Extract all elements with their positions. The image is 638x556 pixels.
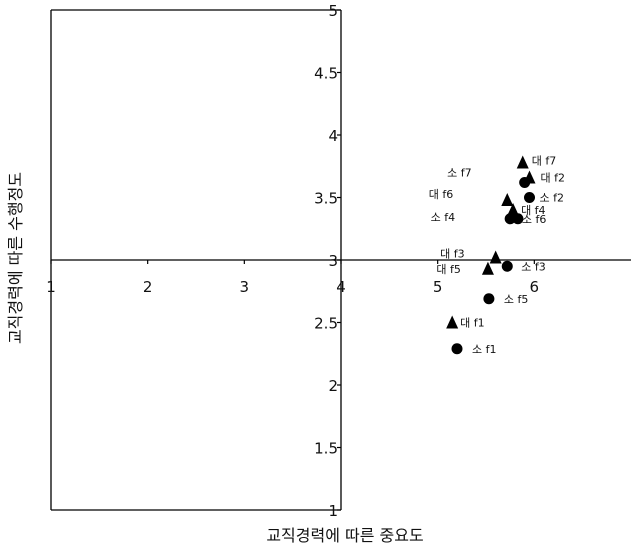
circle-marker bbox=[504, 213, 516, 225]
point-label: 대 f6 bbox=[429, 188, 454, 201]
y-tick-label: 4.5 bbox=[314, 65, 338, 83]
point-label: 대 f2 bbox=[541, 172, 566, 185]
circle-marker bbox=[483, 293, 495, 305]
y-tick-label: 5 bbox=[328, 2, 338, 20]
y-tick-label: 3.5 bbox=[314, 190, 338, 208]
x-tick-label: 6 bbox=[530, 278, 540, 296]
point-label: 대 f4 bbox=[521, 204, 546, 217]
circle-marker bbox=[451, 343, 463, 355]
x-tick-label: 3 bbox=[240, 278, 250, 296]
circle-marker bbox=[524, 192, 535, 203]
point-labels: 대 f1 대 f2 대 f3 대 f4 대 f5 대 f6 대 f7 소 f1 소 f2 소 f3… bbox=[429, 155, 565, 356]
point-label: 소 f2 bbox=[540, 192, 565, 205]
x-axis-title: 교직경력에 따른 중요도 bbox=[266, 526, 423, 545]
triangle-marker bbox=[489, 250, 502, 264]
y-tick-label: 1.5 bbox=[314, 440, 338, 458]
point-label: 소 f3 bbox=[521, 260, 546, 273]
triangle-marker bbox=[516, 155, 529, 169]
circle-marker bbox=[501, 260, 513, 272]
triangle-marker bbox=[481, 261, 494, 275]
y-tick-label: 1 bbox=[328, 502, 338, 520]
triangle-marker bbox=[507, 203, 520, 216]
triangle-marker bbox=[501, 193, 514, 206]
point-label: 대 f7 bbox=[532, 155, 557, 168]
point-label: 소 f6 bbox=[522, 213, 547, 226]
x-tick-label: 4 bbox=[336, 278, 346, 296]
point-label: 소 f4 bbox=[431, 211, 456, 224]
point-label: 대 f1 bbox=[460, 317, 485, 330]
y-tick-label: 2 bbox=[328, 377, 338, 395]
x-tick-label: 2 bbox=[143, 278, 153, 296]
y-tick-label: 3 bbox=[328, 252, 338, 270]
point-label: 대 f3 bbox=[440, 248, 465, 261]
tick-labels: 1 1.5 2 2.5 3 3.5 4 4.5 5 1 2 3 4 5 6 bbox=[46, 2, 539, 520]
point-label: 소 f7 bbox=[447, 167, 472, 180]
circle-marker bbox=[519, 177, 531, 188]
x-tick-label: 1 bbox=[46, 278, 56, 296]
y-tick-label: 4 bbox=[328, 127, 338, 145]
y-axis-title: 교직경력에 따른 수행정도 bbox=[6, 172, 25, 344]
point-label: 소 f5 bbox=[504, 293, 529, 306]
x-tick-label: 5 bbox=[433, 278, 443, 296]
circle-marker bbox=[512, 213, 524, 225]
point-label: 대 f5 bbox=[436, 263, 461, 276]
point-label: 소 f1 bbox=[472, 343, 497, 356]
y-tick-label: 2.5 bbox=[314, 315, 338, 333]
data-points bbox=[446, 155, 536, 355]
triangle-marker bbox=[446, 315, 459, 329]
